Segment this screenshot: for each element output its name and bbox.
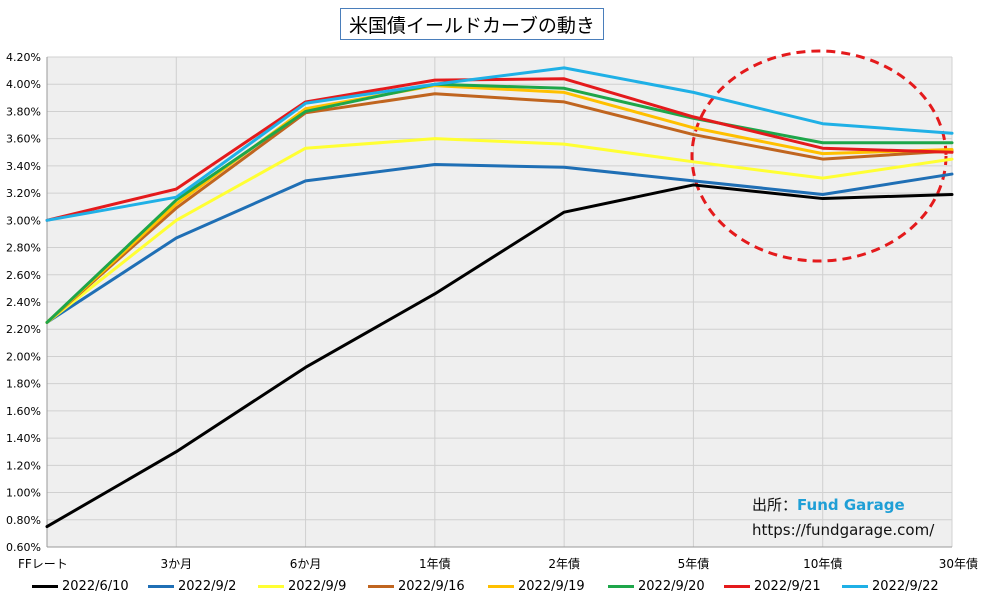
x-tick-label: 5年債 xyxy=(678,556,710,571)
legend-item: 2022/6/10 xyxy=(32,579,129,594)
series-line-6 xyxy=(45,77,954,222)
y-tick-label: 4.00% xyxy=(6,78,41,91)
series-line-1 xyxy=(45,163,954,324)
y-tick-label: 2.40% xyxy=(6,296,41,309)
chart-title-text: 米国債イールドカーブの動き xyxy=(349,14,595,37)
x-tick-label: 30年債 xyxy=(939,556,978,571)
legend-label: 2022/9/21 xyxy=(754,579,821,594)
legend-label: 2022/9/20 xyxy=(638,579,705,594)
series-layer xyxy=(45,66,954,529)
legend-item: 2022/9/21 xyxy=(724,579,821,594)
y-tick-label: 3.60% xyxy=(6,133,41,146)
x-tick-label: 3か月 xyxy=(160,557,192,571)
legend-item: 2022/9/16 xyxy=(368,579,465,594)
legend-label: 2022/9/22 xyxy=(872,579,939,594)
x-tick-label: 1年債 xyxy=(419,556,451,571)
series-line-2 xyxy=(45,137,954,324)
y-tick-label: 1.40% xyxy=(6,432,41,445)
legend-item: 2022/9/22 xyxy=(842,579,939,594)
series-line-3 xyxy=(45,92,954,324)
chart-title: 米国債イールドカーブの動き xyxy=(340,8,604,40)
legend-item: 2022/9/9 xyxy=(258,579,346,594)
chart-legend: 2022/6/10 2022/9/2 2022/9/9 2022/9/16 2022/9… xyxy=(0,576,983,598)
legend-label: 2022/9/9 xyxy=(288,579,347,594)
y-tick-label: 0.80% xyxy=(6,514,41,527)
x-tick-label: FFレート xyxy=(18,557,68,571)
legend-swatch xyxy=(258,585,284,588)
y-tick-label: 1.60% xyxy=(6,405,41,418)
legend-swatch xyxy=(724,585,750,588)
series-line-7 xyxy=(45,66,954,222)
legend-swatch xyxy=(368,585,394,588)
source-brand: Fund Garage xyxy=(797,496,905,514)
source-label: 出所： xyxy=(752,496,798,514)
y-tick-label: 1.00% xyxy=(6,487,41,500)
x-tick-label: 6か月 xyxy=(290,557,322,571)
series-line-4 xyxy=(45,84,954,324)
y-tick-label: 1.80% xyxy=(6,378,41,391)
source-attribution: 出所：Fund Garage https://fundgarage.com/ xyxy=(752,494,934,539)
series-line-5 xyxy=(45,82,954,324)
y-tick-label: 2.80% xyxy=(6,242,41,255)
legend-label: 2022/9/19 xyxy=(518,579,585,594)
legend-item: 2022/9/2 xyxy=(148,579,236,594)
legend-swatch xyxy=(148,585,174,588)
x-axis-tick-labels: FFレート 3か月 6か月 1年債 2年債 5年債 10年債 30年債 xyxy=(18,556,978,571)
legend-label: 2022/6/10 xyxy=(62,579,129,594)
y-axis-tick-labels: 0.60% 0.80% 1.00% 1.20% 1.40% 1.60% 1.80% 2.00%… xyxy=(6,51,41,554)
y-tick-label: 3.00% xyxy=(6,214,41,227)
legend-swatch xyxy=(488,585,514,588)
legend-label: 2022/9/16 xyxy=(398,579,465,594)
series-line-0 xyxy=(45,183,954,529)
y-tick-label: 2.00% xyxy=(6,350,41,363)
annotation-layer xyxy=(690,49,948,263)
legend-item: 2022/9/20 xyxy=(608,579,705,594)
legend-label: 2022/9/2 xyxy=(178,579,237,594)
y-tick-label: 0.60% xyxy=(6,541,41,554)
x-tick-label: 10年債 xyxy=(803,556,842,571)
y-tick-label: 4.20% xyxy=(6,51,41,64)
y-tick-label: 2.60% xyxy=(6,269,41,282)
y-tick-label: 3.20% xyxy=(6,187,41,200)
y-tick-label: 2.20% xyxy=(6,323,41,336)
y-tick-label: 3.40% xyxy=(6,160,41,173)
legend-swatch xyxy=(32,585,58,588)
y-tick-label: 3.80% xyxy=(6,105,41,118)
legend-swatch xyxy=(842,585,868,588)
legend-item: 2022/9/19 xyxy=(488,579,585,594)
y-tick-label: 1.20% xyxy=(6,459,41,472)
highlight-circle xyxy=(690,49,948,263)
source-url: https://fundgarage.com/ xyxy=(752,521,935,539)
legend-swatch xyxy=(608,585,634,588)
x-tick-label: 2年債 xyxy=(548,556,580,571)
